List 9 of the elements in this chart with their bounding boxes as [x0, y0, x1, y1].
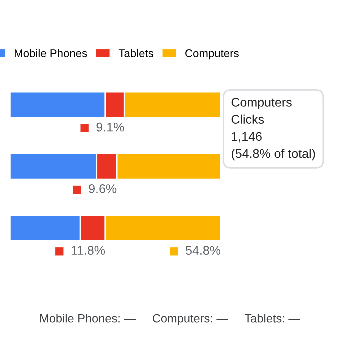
legend-label: Mobile Phones: [14, 49, 88, 58]
data-label: 9.6%: [89, 184, 117, 194]
text: Computers Clicks 1,146 (54.8% of total): [232, 98, 316, 161]
data-label: 54.8%: [186, 246, 221, 255]
legend-label: Tablets: [118, 49, 154, 58]
legend-label: Computers: [186, 50, 239, 60]
data-label: 11.8%: [72, 246, 106, 255]
text: Mobile Phones: — Computers: — Tablets: —: [40, 314, 300, 326]
data-label: 9.1%: [96, 122, 124, 132]
